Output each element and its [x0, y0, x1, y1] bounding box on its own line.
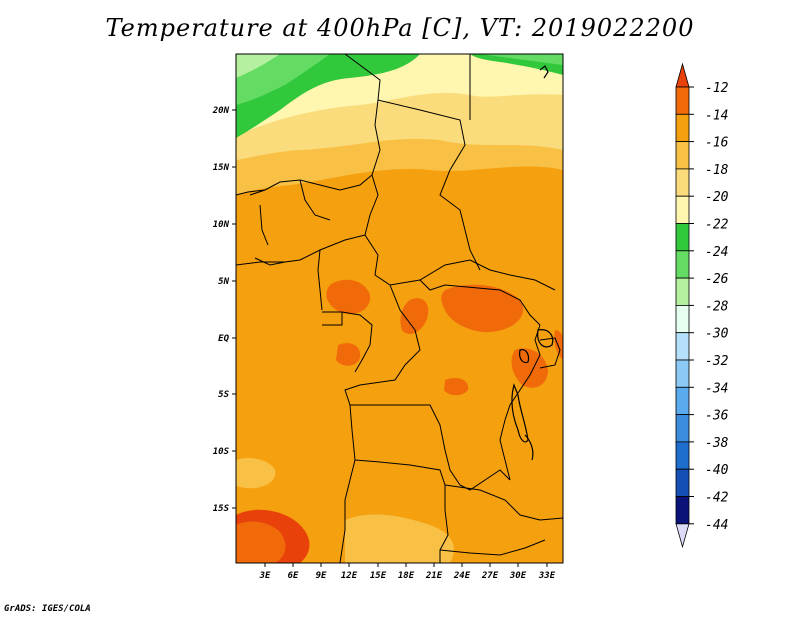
lon-tick-label: 6E [288, 571, 299, 581]
lat-tick-label: 5S [218, 390, 229, 400]
colorbar-label: -42 [705, 491, 729, 506]
colorbar-swatch [675, 332, 690, 361]
colorbar-label: -36 [705, 409, 729, 424]
colorbar-swatch [675, 386, 690, 415]
colorbar-swatch [675, 359, 690, 388]
colorbar-swatch [675, 195, 690, 224]
credit-text: GrADS: IGES/COLA [4, 604, 91, 614]
lat-tick-label: 20N [212, 106, 230, 116]
lat-tick-label: 15S [213, 504, 230, 514]
longitude-axis: 3E 6E 9E 12E 15E 18E 21E 24E 27E 30E 33E [259, 563, 556, 581]
colorbar-label: -24 [705, 245, 728, 260]
colorbar-swatch [675, 496, 690, 525]
colorbar-label: -26 [705, 272, 729, 287]
colorbar-label: -20 [705, 190, 729, 205]
colorbar-swatch [675, 250, 690, 279]
colorbar-label: -28 [705, 299, 729, 314]
lon-tick-label: 30E [509, 571, 527, 581]
lat-tick-label: 5N [218, 277, 229, 287]
lon-tick-label: 15E [370, 571, 387, 581]
lon-tick-label: 9E [316, 571, 327, 581]
lon-tick-label: 3E [259, 571, 271, 581]
lon-tick-label: 12E [341, 571, 358, 581]
lon-tick-label: 33E [538, 571, 556, 581]
colorbar-label: -16 [705, 136, 729, 151]
colorbar-top-arrow [675, 62, 690, 88]
colorbar-label: -18 [705, 163, 729, 178]
colorbar-swatch [675, 277, 690, 306]
colorbar-bottom-arrow [675, 523, 690, 549]
colorbar-label: -22 [705, 218, 729, 233]
colorbar-label: -34 [705, 381, 728, 396]
lat-tick-label: EQ [218, 334, 229, 344]
colorbar-label: -30 [705, 327, 729, 342]
colorbar-swatch [675, 441, 690, 470]
colorbar-label: -38 [705, 436, 729, 451]
country-borders [235, 53, 564, 564]
colorbar-swatch [675, 86, 690, 115]
latitude-axis: 20N 15N 10N 5N EQ 5S 10S 15S [212, 106, 236, 514]
lon-tick-label: 21E [425, 571, 443, 581]
colorbar-label: -12 [705, 81, 729, 96]
plot-title: Temperature at 400hPa [C], VT: 201902220… [105, 14, 695, 42]
lat-tick-label: 10S [213, 447, 230, 457]
colorbar-swatch [675, 304, 690, 334]
colorbar-swatch [675, 168, 690, 197]
colorbar-label: -44 [705, 518, 728, 533]
lat-tick-label: 10N [213, 220, 230, 230]
lon-tick-label: 18E [398, 571, 415, 581]
colorbar-swatch [675, 223, 690, 252]
colorbar-swatch [675, 414, 690, 443]
colorbar-swatch [675, 113, 690, 143]
colorbar-label: -32 [705, 354, 729, 369]
lon-tick-label: 24E [453, 571, 471, 581]
lat-tick-label: 15N [213, 163, 230, 173]
colorbar-swatch [675, 468, 690, 497]
colorbar-label: -40 [705, 463, 729, 478]
colorbar-label: -14 [705, 108, 728, 123]
lon-tick-label: 27E [481, 571, 499, 581]
map-frame [235, 53, 564, 564]
lakes [511, 65, 554, 461]
colorbar: -12 -14 -16 -18 -20 -22 -24 -26 -28 -30 -32 -34 -36 -… [675, 62, 729, 549]
colorbar-swatch [675, 141, 690, 170]
